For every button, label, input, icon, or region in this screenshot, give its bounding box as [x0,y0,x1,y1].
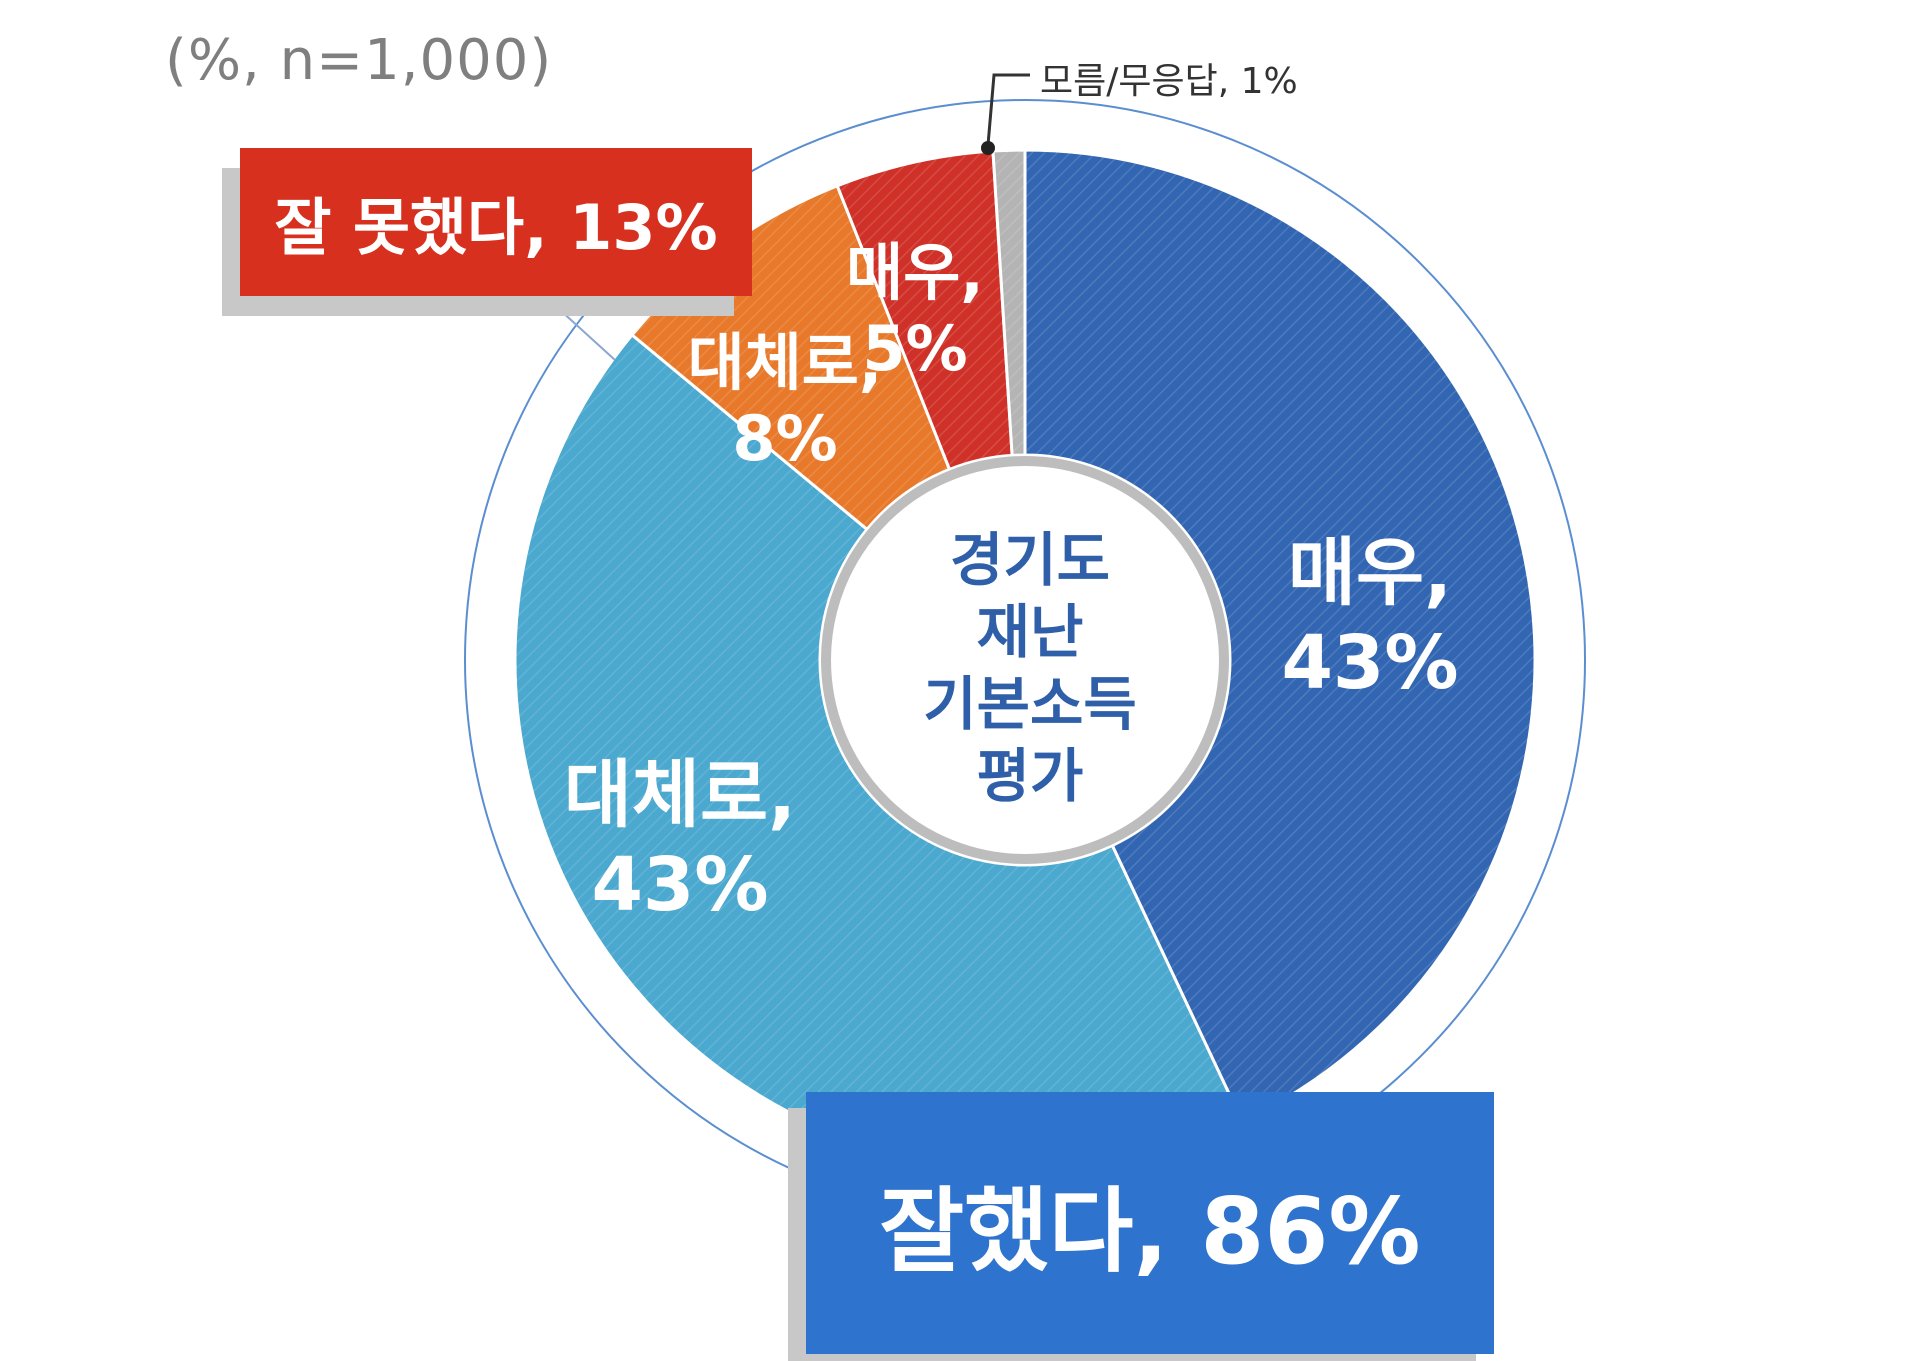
slice-very-good [1023,148,1537,1124]
slice-label-somewhat-bad-value: 8% [732,401,838,475]
sample-size-note: (%, n=1,000) [165,28,553,93]
good-total-label: 잘했다, 86% [806,1092,1494,1354]
slice-label-very-bad-name: 매우, [846,236,984,309]
bad-total-leader [559,309,616,361]
slice-label-dont-know: 모름/무응답, 1% [1040,61,1298,102]
slice-label-somewhat-good-value: 43% [591,842,769,929]
slice-dont-know [991,148,1027,457]
center-disc [821,456,1229,864]
center-title-line: 경기도 [949,526,1111,594]
slice-label-very-good-value: 43% [1281,620,1459,707]
slice-label-somewhat-bad-name: 대체로, [687,326,883,399]
center-title-line: 기본소득 [923,669,1137,738]
slice-label-very-bad-value: 5% [862,311,968,385]
slice-label-somewhat-bad: 대체로, 8% [660,325,910,476]
slice-label-very-bad: 매우, 5% [830,235,1000,386]
slice-very-bad [835,149,1014,472]
dont-know-leader [981,73,1030,155]
slice-label-very-good: 매우, 43% [1240,528,1500,709]
center-title-line: 재난 [976,597,1084,666]
center-title-line: 평가 [976,741,1084,810]
bad-total-label: 잘 못했다, 13% [240,148,752,296]
slice-label-somewhat-good: 대체로, 43% [540,750,820,931]
slice-label-somewhat-good-name: 대체로, [563,752,797,838]
center-title: 경기도 재난 기본소득 평가 [880,525,1180,813]
slice-label-very-good-name: 매우, [1287,530,1453,616]
